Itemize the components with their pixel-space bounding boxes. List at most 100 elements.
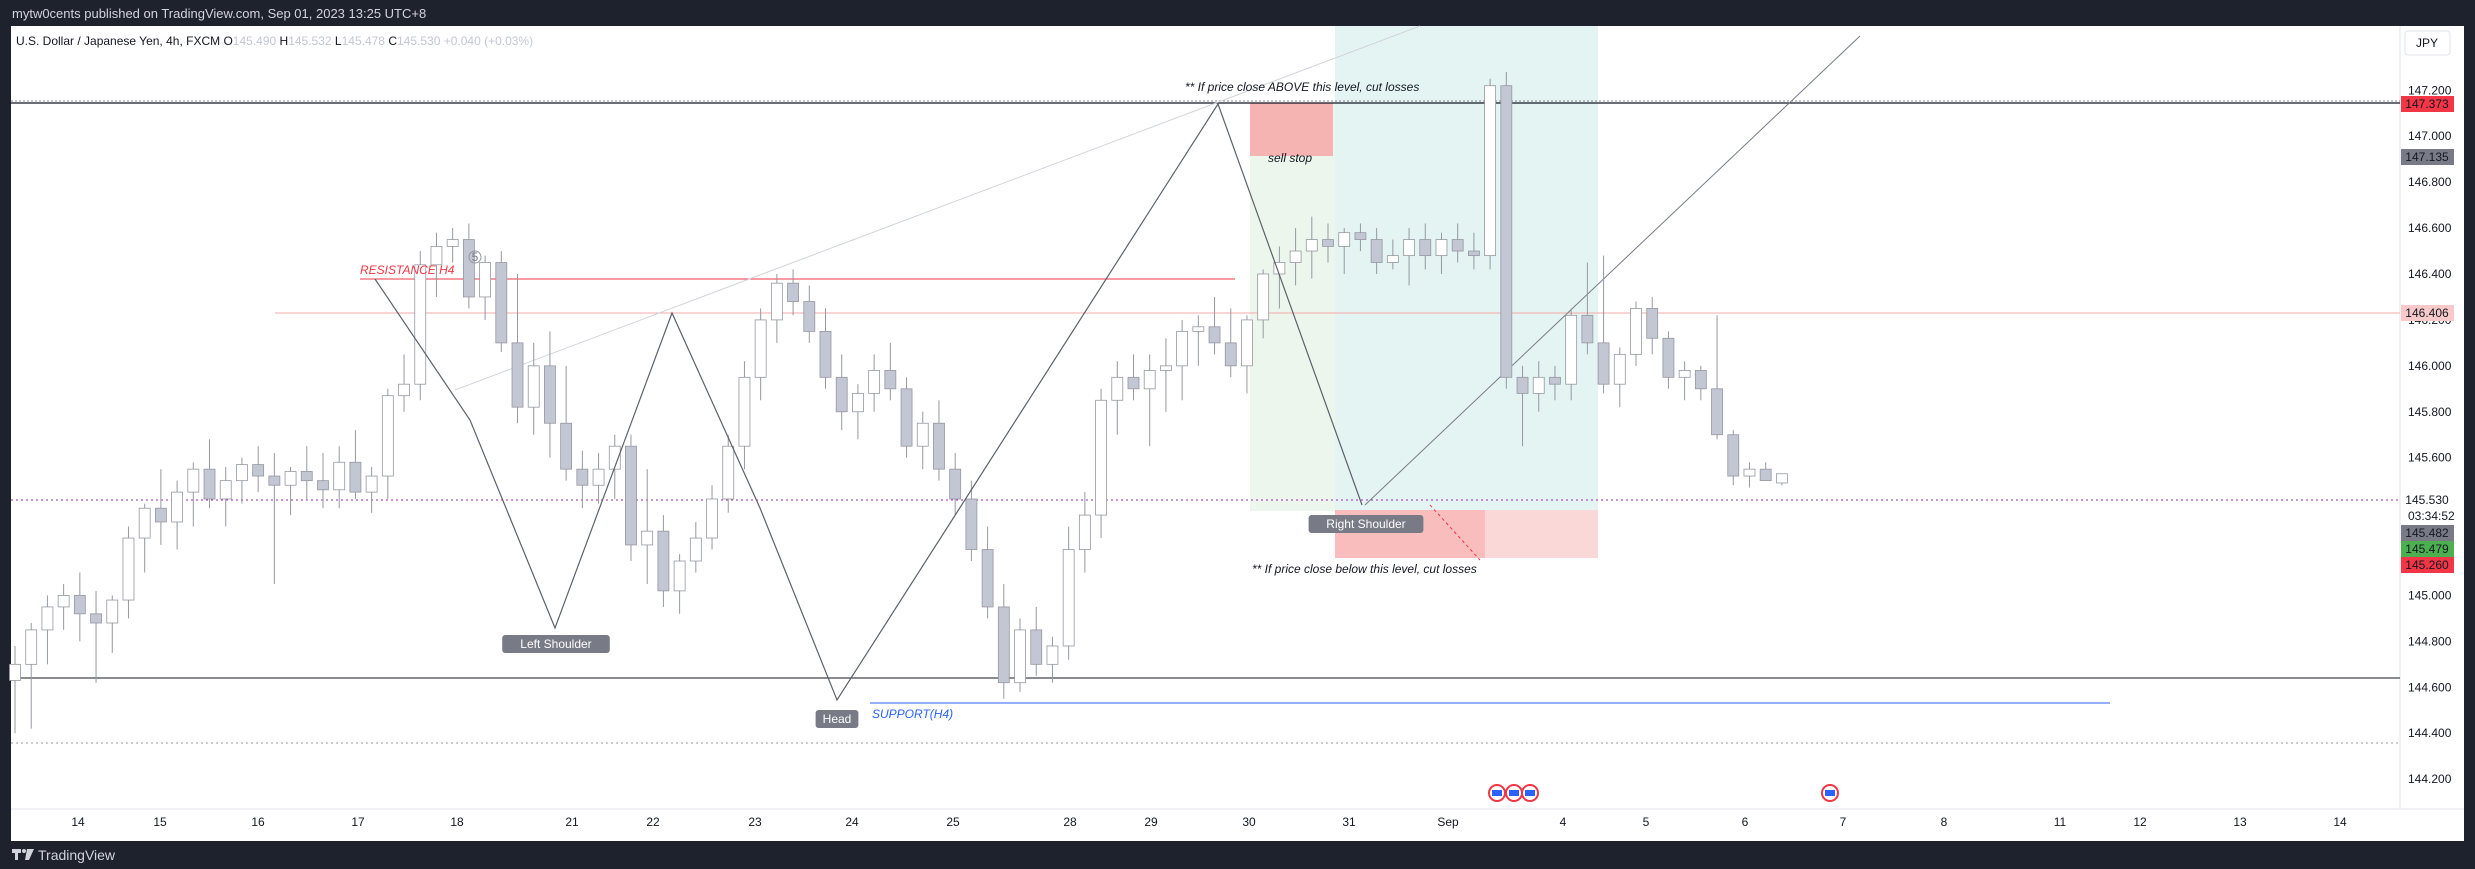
y-tick-label: 147.000: [2408, 129, 2452, 143]
candle: [1338, 228, 1351, 274]
candle: [187, 462, 200, 527]
candle: [933, 400, 945, 481]
candle-body: [511, 342, 524, 408]
candle: [1662, 331, 1675, 389]
y-tick-label: 145.000: [2408, 588, 2452, 602]
y-tick-label: 144.400: [2408, 726, 2452, 740]
candle: [106, 595, 119, 653]
candle: [1484, 78, 1497, 270]
candle: [1516, 365, 1529, 447]
candle: [673, 554, 686, 614]
candle: [787, 269, 799, 316]
candle: [1354, 223, 1367, 252]
pattern-label-text: Head: [823, 712, 852, 726]
price-badge-label: 145.482: [2405, 526, 2449, 540]
candle-body: [1322, 239, 1334, 247]
price-badge-label: 145.260: [2405, 558, 2449, 572]
candle-body: [997, 606, 1010, 684]
candle: [1613, 347, 1626, 408]
candle: [997, 583, 1010, 699]
candle: [657, 515, 670, 607]
candle: [641, 469, 654, 584]
candle: [1143, 354, 1156, 447]
candle-body: [1549, 376, 1561, 385]
candle-body: [365, 475, 378, 493]
candle: [1289, 228, 1302, 286]
candle-body: [1516, 376, 1529, 394]
candle-body: [1241, 319, 1253, 367]
candle: [1597, 255, 1610, 394]
currency-button[interactable]: JPY: [2404, 30, 2451, 56]
candle-body: [689, 537, 702, 562]
candle-body: [349, 461, 362, 493]
candle-body: [1613, 353, 1626, 385]
candle-body: [1581, 314, 1594, 344]
candle-body: [300, 471, 313, 482]
candle: [1532, 361, 1545, 412]
pattern-label: Left Shoulder: [502, 635, 610, 653]
candle-body: [236, 464, 248, 482]
price-badge-label: 146.406: [2405, 306, 2449, 320]
candle: [527, 342, 540, 435]
flag-icon-body: [1509, 790, 1519, 796]
candle: [1160, 338, 1172, 412]
candle: [1419, 223, 1432, 270]
flag-icon: [1521, 784, 1539, 802]
pattern-label-text: Right Shoulder: [1326, 517, 1405, 531]
countdown-label: 03:34:52: [2408, 509, 2455, 523]
candle-body: [1532, 376, 1545, 394]
candle: [576, 450, 589, 509]
candle: [868, 354, 881, 412]
price-badge: 145.260: [2401, 557, 2454, 573]
candle-body: [641, 530, 654, 546]
y-tick-label: 146.000: [2408, 359, 2452, 373]
candle: [284, 466, 297, 516]
annotation-above: ** If price close ABOVE this level, cut …: [1185, 80, 1419, 94]
candle: [1743, 462, 1756, 488]
candle-body: [1208, 326, 1221, 344]
candle-body: [560, 422, 573, 470]
x-tick-label: 7: [1840, 815, 1847, 829]
y-tick-label: 145.800: [2408, 405, 2452, 419]
candle-body: [203, 468, 216, 500]
candle-body: [252, 464, 265, 477]
candle: [1111, 361, 1124, 435]
candle-body: [381, 395, 394, 477]
flag-icon: [1488, 784, 1506, 802]
candle-body: [268, 475, 281, 486]
pattern-label: Right Shoulder: [1308, 515, 1424, 533]
candle-body: [1435, 239, 1448, 257]
price-badge-bg: [2401, 149, 2454, 165]
marker-text: 5: [472, 250, 479, 264]
candle-body: [868, 370, 881, 394]
candle-body: [187, 468, 200, 493]
price-badge-bg: [2401, 541, 2454, 557]
candle: [1451, 223, 1464, 263]
candle-body: [1403, 239, 1415, 257]
flag-icon-body: [1492, 790, 1502, 796]
y-tick-label: 145.600: [2408, 451, 2452, 465]
y-tick-labels: 144.200 144.400 144.600 144.800 145.000 145.2…: [2408, 83, 2452, 786]
candle: [414, 251, 427, 401]
pattern-label-text: Left Shoulder: [520, 637, 591, 651]
candle: [219, 466, 232, 527]
candle-body: [1095, 399, 1107, 516]
x-tick-label: 21: [565, 815, 579, 829]
candles: [9, 71, 1788, 734]
candle-body: [1305, 239, 1318, 252]
candle: [1468, 232, 1480, 270]
pattern-label-bg: [502, 635, 610, 653]
x-tick-label: 22: [646, 815, 660, 829]
candle: [835, 354, 848, 431]
price-badge-label: 145.479: [2405, 542, 2449, 556]
annotation-below: ** If price close below this level, cut …: [1252, 562, 1477, 576]
y-tick-label: 144.200: [2408, 772, 2452, 786]
candle: [1241, 315, 1253, 394]
candle: [1127, 354, 1140, 401]
candle-body: [916, 422, 929, 447]
x-tick-label: Sep: [1437, 815, 1459, 829]
y-tick-label: 146.600: [2408, 221, 2452, 235]
candle-body: [657, 530, 670, 592]
candle: [154, 469, 167, 545]
